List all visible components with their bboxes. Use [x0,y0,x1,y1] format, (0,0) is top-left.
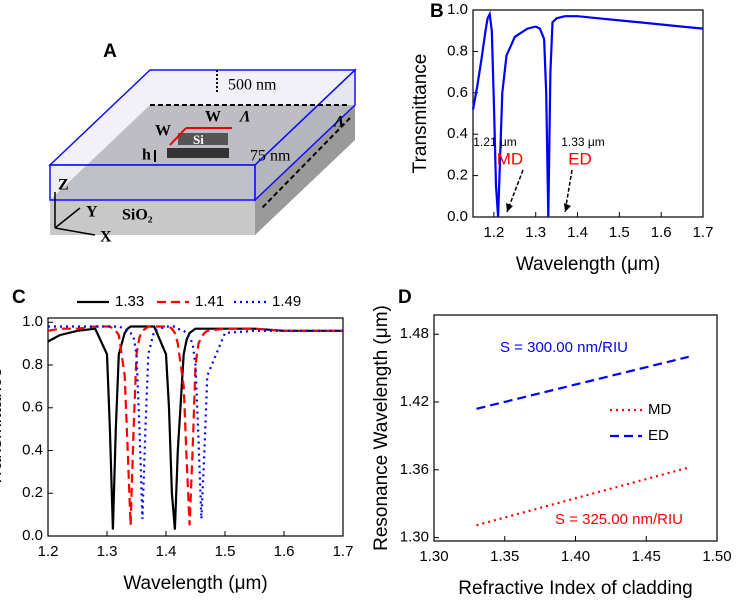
arrow [169,127,187,146]
annotation: S = 300.00 nm/RIU [500,339,628,356]
x-tick-label: 1.35 [490,548,519,565]
annotation: 1.21 μm [473,135,517,149]
x-tick-label: 1.4 [567,224,588,241]
line [476,466,689,527]
axis-x [54,227,96,236]
y-axis-title: Transmittance [410,54,431,174]
x-tick-label: 1.4 [156,543,177,560]
annotation: MD [497,149,523,168]
x-tick-label: 1.5 [215,543,236,560]
x-axis-title: Wavelength (μm) [123,573,267,594]
x-tick-label: 1.40 [561,548,590,565]
y-tick-label: 1.0 [447,1,468,18]
label: W [155,123,171,140]
legend-label: MD [648,401,671,418]
y-tick-label: 0.2 [447,167,468,184]
arrow [564,169,573,213]
panel-label: D [398,287,412,308]
label: 500 nm [228,77,277,94]
y-tick-label: 0.4 [22,441,43,458]
si-bar [178,133,228,145]
cladding-front [49,164,256,201]
x-tick-label: 1.6 [651,224,672,241]
x-tick-label: 1.45 [632,548,661,565]
x-tick-label: 1.5 [609,224,630,241]
si-bar [167,148,229,158]
x-tick-label: 1.7 [333,543,354,560]
x-tick-label: 1.50 [702,548,731,565]
x-tick-label: 1.30 [419,548,448,565]
plot-frame [472,9,704,218]
arrow [261,117,351,209]
x-tick-label: 1.7 [693,224,714,241]
label: Y [86,204,98,221]
label: 75 nm [250,148,291,165]
y-tick-label: 0.2 [22,484,43,501]
x-tick-label: 1.3 [97,543,118,560]
cladding-side [254,68,356,202]
y-tick-label: 1.48 [400,325,429,342]
line [471,10,704,218]
x-tick-label: 1.6 [274,543,295,560]
label: Λ [239,109,251,126]
annotation: 1.33 μm [561,135,605,149]
annotation: S = 325.00 nm/RIU [555,511,683,528]
annotation: ED [568,149,592,168]
legend-label: ED [648,427,669,444]
x-axis-title: Refractive Index of cladding [458,578,692,599]
label: SiO₂ [122,207,153,224]
line [47,325,343,530]
line [47,325,343,526]
y-tick-label: 1.30 [400,529,429,546]
legend-label: 1.33 [115,293,144,310]
y-tick-label: 1.42 [400,393,429,410]
y-tick-label: 0.8 [447,42,468,59]
panel-label: A [103,41,117,62]
y-tick-label: 1.0 [22,313,43,330]
y-tick-label: 1.36 [400,461,429,478]
panel-label: B [430,1,444,22]
legend-label: 1.49 [272,293,301,310]
y-tick-label: 0.6 [447,84,468,101]
y-axis-title: Resonance Wavelength (μm) [371,305,392,551]
y-tick-label: 0.0 [447,208,468,225]
label: Λ [333,114,345,131]
x-axis-title: Wavelength (μm) [516,254,660,275]
y-tick-label: 0.0 [22,527,43,544]
x-tick-label: 1.3 [525,224,546,241]
x-tick-label: 1.2 [483,224,504,241]
label: W [205,109,221,126]
label: Z [58,177,69,194]
x-tick-label: 1.2 [38,543,59,560]
y-tick-label: 0.6 [22,399,43,416]
substrate-front [50,200,255,235]
y-tick-label: 0.8 [22,356,43,373]
arrow-head [564,203,571,212]
line [48,325,343,519]
legend-label: 1.41 [195,293,224,310]
axis-y [54,207,81,229]
label: Si [193,132,204,147]
y-axis-title: Transmittance [0,367,6,487]
schematic [48,68,357,236]
arrow-head [506,203,513,212]
label: h [142,147,151,164]
y-tick-label: 0.4 [447,125,468,142]
panel-label: C [12,287,26,308]
plot-frame [47,317,344,537]
line [476,355,689,410]
label: X [100,229,112,246]
